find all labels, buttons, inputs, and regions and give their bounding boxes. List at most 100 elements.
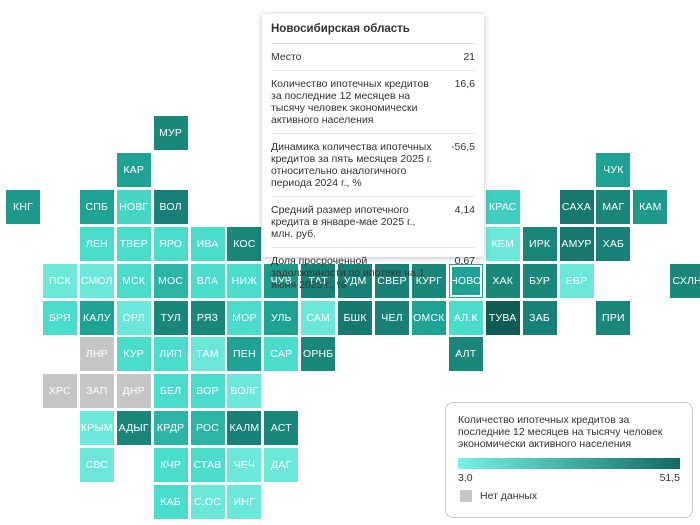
region-tile[interactable]: ТАТ	[301, 263, 336, 298]
region-tile[interactable]: ТВЕР	[116, 226, 151, 261]
region-tile[interactable]: ХРС	[42, 374, 77, 409]
region-tile[interactable]: СВЕР	[375, 263, 409, 298]
region-tile[interactable]: ПРИ	[596, 300, 631, 335]
legend-no-data-label: Нет данных	[480, 490, 538, 502]
region-tile[interactable]: ХАК	[485, 263, 520, 298]
region-tile[interactable]: КАЛУ	[79, 300, 114, 335]
region-tile[interactable]: МОР	[227, 300, 262, 335]
region-tile[interactable]: ЛНР	[79, 337, 114, 372]
region-tile[interactable]: СХЛН	[670, 263, 700, 298]
region-tile[interactable]: КОС	[227, 226, 262, 261]
region-tile[interactable]: ОМСК	[411, 300, 446, 335]
region-tile[interactable]: ЗАБ	[522, 300, 557, 335]
region-tile[interactable]: ОРНБ	[301, 337, 336, 372]
region-tile[interactable]: ТУВА	[485, 300, 520, 335]
region-tile[interactable]: ЯРО	[153, 226, 188, 261]
region-tile[interactable]: КУР	[116, 337, 151, 372]
tooltip-value: 21	[463, 51, 475, 63]
region-tile[interactable]: КАБ	[153, 485, 188, 519]
region-tile[interactable]: МУР	[153, 116, 188, 150]
tooltip-value: -56,5	[451, 141, 475, 153]
region-tile[interactable]: НОВГ	[116, 189, 151, 224]
region-tile[interactable]: БШК	[338, 300, 373, 335]
region-tile[interactable]: СТАВ	[190, 448, 225, 483]
region-tile[interactable]: ЗАП	[79, 374, 114, 409]
region-tile[interactable]: КЕМ	[485, 226, 520, 261]
tooltip-row-loans-per-thousand: Количество ипотечных кредитов за последн…	[271, 71, 475, 134]
region-tile[interactable]: СВС	[79, 448, 114, 483]
region-tile[interactable]: РОС	[190, 411, 225, 446]
region-tile[interactable]: КАР	[116, 152, 151, 187]
region-tile[interactable]: ЧУВ	[264, 263, 299, 298]
region-tile[interactable]: КАМ	[633, 189, 668, 224]
region-tile[interactable]: ТАМ	[190, 337, 225, 372]
tooltip-row-dynamics: Динамика количества ипотечных кредитов з…	[271, 134, 475, 197]
region-tile[interactable]: НОВО	[448, 263, 483, 298]
region-tile[interactable]: СПБ	[79, 189, 114, 224]
region-tile[interactable]: КРЫМ	[79, 411, 114, 446]
region-tile[interactable]: ЛИП	[153, 337, 188, 372]
region-tile[interactable]: МСК	[116, 263, 151, 298]
region-tile[interactable]: ИНГ	[227, 485, 262, 519]
region-tile[interactable]: НИЖ	[227, 263, 262, 298]
region-tile[interactable]: МОС	[153, 263, 188, 298]
region-tile[interactable]: ЕВР	[559, 263, 594, 298]
region-tile[interactable]: ЧУК	[596, 152, 631, 187]
tooltip-row-avg-size: Средний размер ипотечного кредита в янва…	[271, 197, 475, 248]
region-tile[interactable]: АДЫГ	[116, 411, 151, 446]
region-tile[interactable]: ДНР	[116, 374, 151, 409]
region-tile[interactable]: ВОР	[190, 374, 225, 409]
region-tile[interactable]: КНГ	[6, 189, 40, 224]
region-tile[interactable]: КРАС	[485, 189, 520, 224]
region-tile[interactable]: ЧЕЧ	[227, 448, 262, 483]
region-tile[interactable]: ВОЛГ	[227, 374, 262, 409]
region-tile[interactable]: САХА	[559, 189, 594, 224]
region-tile[interactable]: ХАБ	[596, 226, 631, 261]
region-tile[interactable]: КАЛМ	[227, 411, 262, 446]
legend-title: Количество ипотечных кредитов за последн…	[458, 414, 663, 450]
region-tile[interactable]: САР	[264, 337, 299, 372]
region-tile[interactable]: ВОЛ	[153, 189, 188, 224]
region-tile[interactable]: САМ	[301, 300, 336, 335]
region-tile[interactable]: ПЕН	[227, 337, 262, 372]
region-tile[interactable]: АЛ.К	[448, 300, 483, 335]
region-tile[interactable]: ЛЕН	[79, 226, 114, 261]
legend-range: 3,0 51,5	[458, 472, 680, 484]
region-tile[interactable]: МАГ	[596, 189, 631, 224]
tooltip-label: Динамика количества ипотечных кредитов з…	[271, 141, 433, 189]
region-tile[interactable]: КУРГ	[411, 263, 446, 298]
region-tile[interactable]: ВЛА	[190, 263, 225, 298]
region-tile[interactable]: БЕЛ	[153, 374, 188, 409]
region-tile[interactable]: БУР	[522, 263, 557, 298]
tooltip-label: Средний размер ипотечного кредита в янва…	[271, 204, 416, 240]
region-tile[interactable]: УЛЬ	[264, 300, 299, 335]
region-tile[interactable]: ИРК	[522, 226, 557, 261]
region-tile[interactable]: ДАГ	[264, 448, 299, 483]
region-tile[interactable]: КЧР	[153, 448, 188, 483]
region-tile[interactable]: КРДР	[153, 411, 188, 446]
region-tile[interactable]: АСТ	[264, 411, 299, 446]
region-tile[interactable]: ТУЛ	[153, 300, 188, 335]
legend-gradient-bar	[458, 458, 680, 469]
tooltip-label: Доля просроченной задолженности по ипоте…	[271, 255, 425, 291]
region-tile[interactable]: РЯЗ	[190, 300, 225, 335]
legend-max: 51,5	[659, 472, 680, 484]
region-tile[interactable]: ПСК	[42, 263, 77, 298]
region-tile[interactable]: ИВА	[190, 226, 225, 261]
region-tile[interactable]: АЛТ	[448, 337, 483, 372]
region-tile[interactable]: СМОЛ	[79, 263, 114, 298]
tooltip-label: Место	[271, 51, 302, 63]
tooltip-value: 16,6	[454, 78, 475, 90]
region-tile[interactable]: УДМ	[338, 263, 373, 298]
region-tile[interactable]: ОРЛ	[116, 300, 151, 335]
region-tile[interactable]: АМУР	[559, 226, 594, 261]
tooltip-title: Новосибирская область	[271, 14, 475, 44]
tooltip-value: 0,67	[454, 255, 475, 267]
region-tile[interactable]: БРЯ	[42, 300, 77, 335]
tooltip-label: Количество ипотечных кредитов за последн…	[271, 78, 429, 126]
region-tooltip: Новосибирская область Место 21 Количеств…	[262, 14, 484, 291]
legend-no-data: Нет данных	[458, 490, 680, 502]
region-tile[interactable]: ЧЕЛ	[375, 300, 409, 335]
region-tile[interactable]: С.ОС	[190, 485, 225, 519]
